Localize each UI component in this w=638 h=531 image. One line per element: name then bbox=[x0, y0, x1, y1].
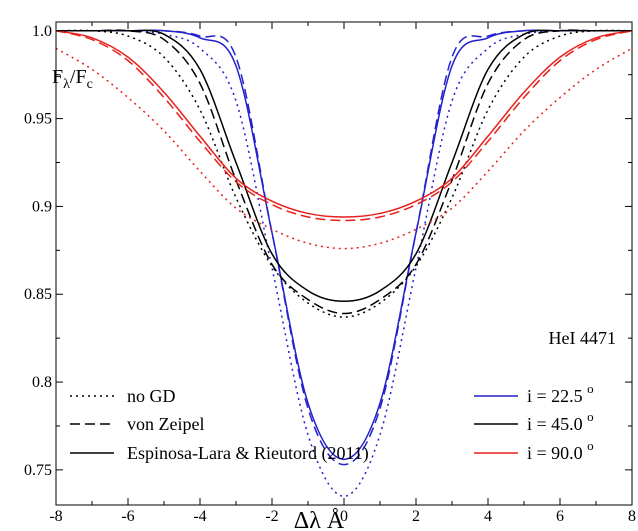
x-tick-label: -6 bbox=[121, 508, 134, 525]
y-tick-label: 0.8 bbox=[32, 374, 52, 391]
legend-inclinations: i = 22.5 o i = 45.0 o i = 90.0 o bbox=[474, 381, 594, 463]
y-axis-label-sub1: λ bbox=[63, 77, 70, 92]
y-tick-label: 0.85 bbox=[24, 286, 52, 303]
legend-line-styles: no GD von Zeipel Espinosa-Lara & Rieutord … bbox=[70, 386, 369, 464]
x-tick-label: 2 bbox=[412, 508, 420, 525]
y-axis-label-main: F bbox=[52, 66, 63, 88]
y-tick-label: 1.0 bbox=[32, 23, 52, 40]
series-line-i90-solid bbox=[55, 30, 633, 218]
line-annotation: HeI 4471 bbox=[549, 328, 616, 348]
series-line-i90-dashed bbox=[55, 30, 633, 222]
legend-inclination-label: i = 90.0 o bbox=[527, 438, 594, 463]
series-line-i22_5-solid bbox=[56, 29, 632, 461]
y-axis-label-sub2: c bbox=[87, 77, 93, 92]
legend-style-label: no GD bbox=[127, 386, 176, 406]
legend-degree-sup: o bbox=[587, 409, 594, 424]
legend-degree-sup: o bbox=[587, 381, 594, 396]
legend-style-label: Espinosa-Lara & Rieutord (2011) bbox=[127, 443, 369, 464]
legend-inclination-label: i = 22.5 o bbox=[527, 381, 594, 406]
y-tick-label: 0.75 bbox=[24, 462, 52, 479]
x-tick-label: 4 bbox=[484, 508, 492, 525]
legend-degree-sup: o bbox=[587, 438, 594, 453]
series-layer bbox=[55, 29, 633, 497]
x-axis-label: Δλ Å bbox=[294, 508, 345, 531]
x-tick-label: 8 bbox=[628, 508, 636, 525]
y-tick-label: 0.9 bbox=[32, 198, 52, 215]
series-line-i45-solid bbox=[56, 29, 632, 303]
series-line-i45-dotted bbox=[55, 29, 633, 318]
x-tick-label: -4 bbox=[193, 508, 206, 525]
legend-style-label: von Zeipel bbox=[127, 414, 204, 434]
x-tick-label: -8 bbox=[49, 508, 62, 525]
y-axis-label: Fλ/Fc bbox=[52, 66, 93, 92]
series-line-i45-dashed bbox=[56, 29, 632, 315]
ticks-layer: -8 -6 -4 -2 0 2 4 6 8 0.75 0.8 0.85 0.9 0.95 1.0 bbox=[24, 22, 636, 525]
series-line-i90-dotted bbox=[55, 47, 633, 250]
x-tick-label: -2 bbox=[265, 508, 278, 525]
x-tick-label: 6 bbox=[556, 508, 564, 525]
y-tick-label: 0.95 bbox=[24, 111, 52, 128]
y-axis-label-mid: /F bbox=[70, 66, 87, 88]
legend-inclination-label: i = 45.0 o bbox=[527, 409, 594, 434]
x-tick-label: 0 bbox=[340, 508, 348, 525]
